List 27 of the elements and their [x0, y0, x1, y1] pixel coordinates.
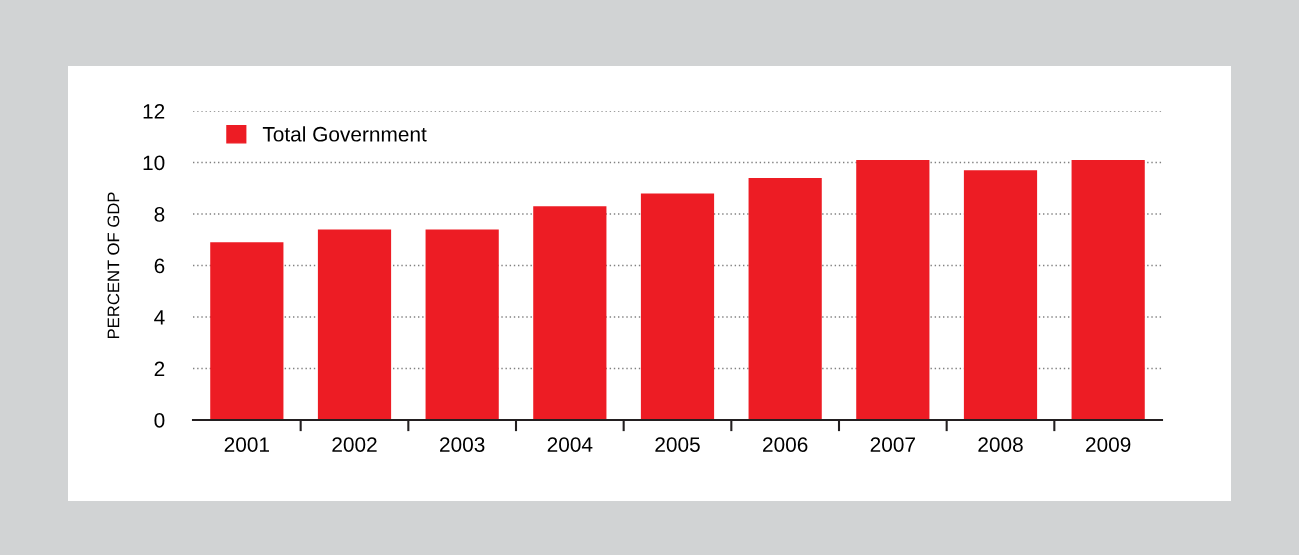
- x-tick-label: 2002: [332, 437, 377, 452]
- x-tick-label: 2001: [224, 437, 269, 452]
- bar: [856, 159, 930, 420]
- y-tick-label: 4: [154, 310, 165, 325]
- x-tick-label: 2009: [1086, 437, 1131, 452]
- x-tick-label: 2007: [870, 437, 915, 452]
- x-tick-label: 2004: [547, 437, 593, 452]
- legend-label: Total Government: [262, 126, 427, 142]
- bar: [425, 229, 499, 420]
- x-tick-label: 2006: [763, 437, 808, 452]
- bar: [640, 193, 715, 420]
- y-tick-label: 8: [154, 207, 165, 222]
- x-tick-label: 2005: [655, 437, 700, 452]
- y-tick-label: 10: [143, 155, 165, 171]
- y-axis-title: PERCENT OF GDP: [107, 192, 120, 339]
- x-tick-label: 2003: [440, 437, 485, 452]
- bar: [748, 177, 822, 420]
- y-tick-label: 0: [154, 413, 165, 428]
- y-tick-label: 12: [143, 104, 165, 119]
- bar: [533, 206, 607, 420]
- x-tick-label: 2008: [978, 437, 1023, 452]
- bar: [210, 242, 284, 420]
- y-tick-label: 2: [154, 361, 165, 377]
- bar: [1071, 159, 1145, 420]
- bar: [317, 229, 392, 420]
- bar: [963, 170, 1038, 420]
- y-tick-label: 6: [154, 258, 165, 274]
